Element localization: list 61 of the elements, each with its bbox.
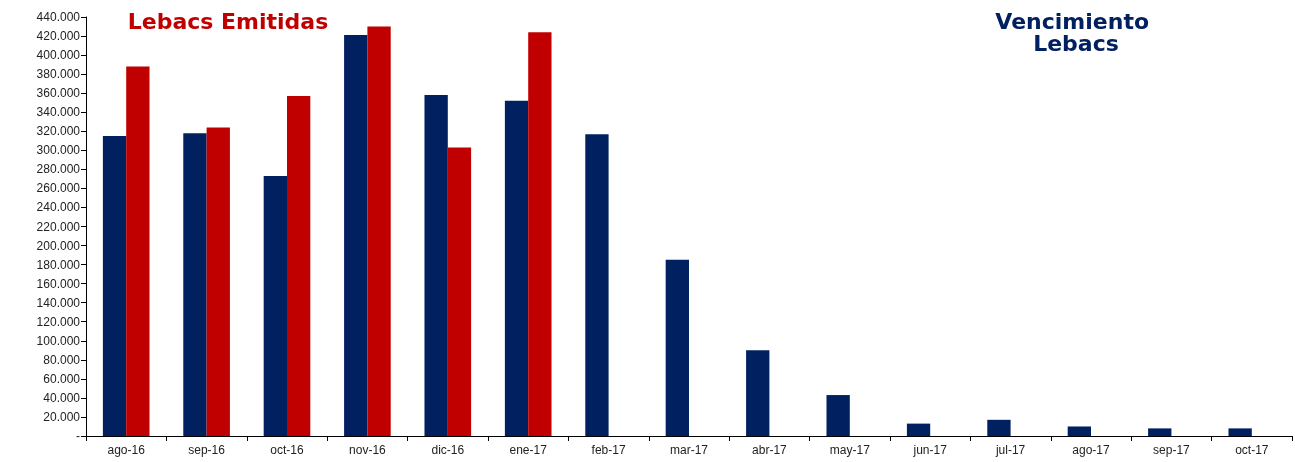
y-tick-label: 220.000 [36, 219, 81, 234]
bar [183, 133, 207, 436]
bar [987, 419, 1011, 436]
y-tick-label: 420.000 [36, 29, 81, 44]
y-tick-label: 100.000 [36, 333, 81, 348]
x-tick-label: abr-17 [752, 443, 788, 457]
bar [1067, 426, 1091, 436]
bar [1148, 428, 1172, 436]
text: Vencimiento Lebacs [995, 8, 1157, 56]
bar [1228, 428, 1252, 436]
x-tick-label: dic-16 [431, 443, 465, 457]
y-tick-label: 340.000 [36, 105, 81, 120]
y-tick-label: 120.000 [36, 314, 81, 329]
bar [906, 423, 931, 436]
bar [424, 95, 448, 436]
x-tick-label: jul-17 [994, 443, 1026, 457]
x-tick-label: oct-17 [1235, 443, 1269, 457]
y-tick-label: 80.000 [43, 352, 81, 367]
bar [504, 100, 529, 436]
bar [447, 147, 472, 436]
x-tick-label: jun-17 [912, 443, 948, 457]
bar [344, 35, 368, 436]
bar [206, 127, 230, 436]
y-tick-label: 200.000 [36, 238, 81, 253]
y-tick-label: - [76, 429, 80, 443]
y-tick-label: 240.000 [36, 200, 81, 215]
y-tick-label: 20.000 [43, 409, 81, 424]
y-tick-label: 280.000 [36, 162, 81, 177]
y-tick-label: 140.000 [36, 295, 81, 310]
x-tick-label: feb-17 [591, 443, 626, 457]
bar [528, 32, 552, 436]
y-tick-label: 180.000 [36, 257, 81, 272]
y-tick-label: 360.000 [36, 86, 81, 101]
bar [585, 134, 609, 436]
bar [126, 66, 150, 436]
bar [826, 395, 850, 436]
x-tick-label: sep-17 [1153, 443, 1191, 457]
bar [102, 136, 127, 436]
bar [665, 259, 689, 436]
series-label: Lebacs Emitidas [127, 8, 329, 34]
x-tick-label: ago-16 [107, 443, 146, 457]
y-tick-label: 60.000 [43, 371, 81, 386]
x-tick-label: oct-16 [270, 443, 304, 457]
y-tick-label: 160.000 [36, 276, 81, 291]
y-tick-label: 300.000 [36, 143, 81, 158]
y-tick-label: 380.000 [36, 67, 81, 82]
y-tick-label: 400.000 [36, 48, 81, 63]
x-tick-label: nov-16 [349, 443, 387, 457]
bar [746, 350, 770, 436]
x-tick-label: may-17 [829, 443, 871, 457]
x-tick-label: sep-16 [188, 443, 226, 457]
x-tick-label: ene-17 [509, 443, 548, 457]
bar [367, 26, 391, 436]
x-tick-label: ago-17 [1072, 443, 1110, 457]
bar [263, 176, 287, 436]
y-tick-label: 320.000 [36, 124, 81, 139]
bar [287, 96, 311, 436]
y-tick-label: 40.000 [43, 390, 81, 405]
x-tick-label: mar-17 [669, 443, 709, 457]
y-tick-label: 260.000 [36, 181, 81, 196]
y-tick-label: 440.000 [36, 10, 81, 24]
